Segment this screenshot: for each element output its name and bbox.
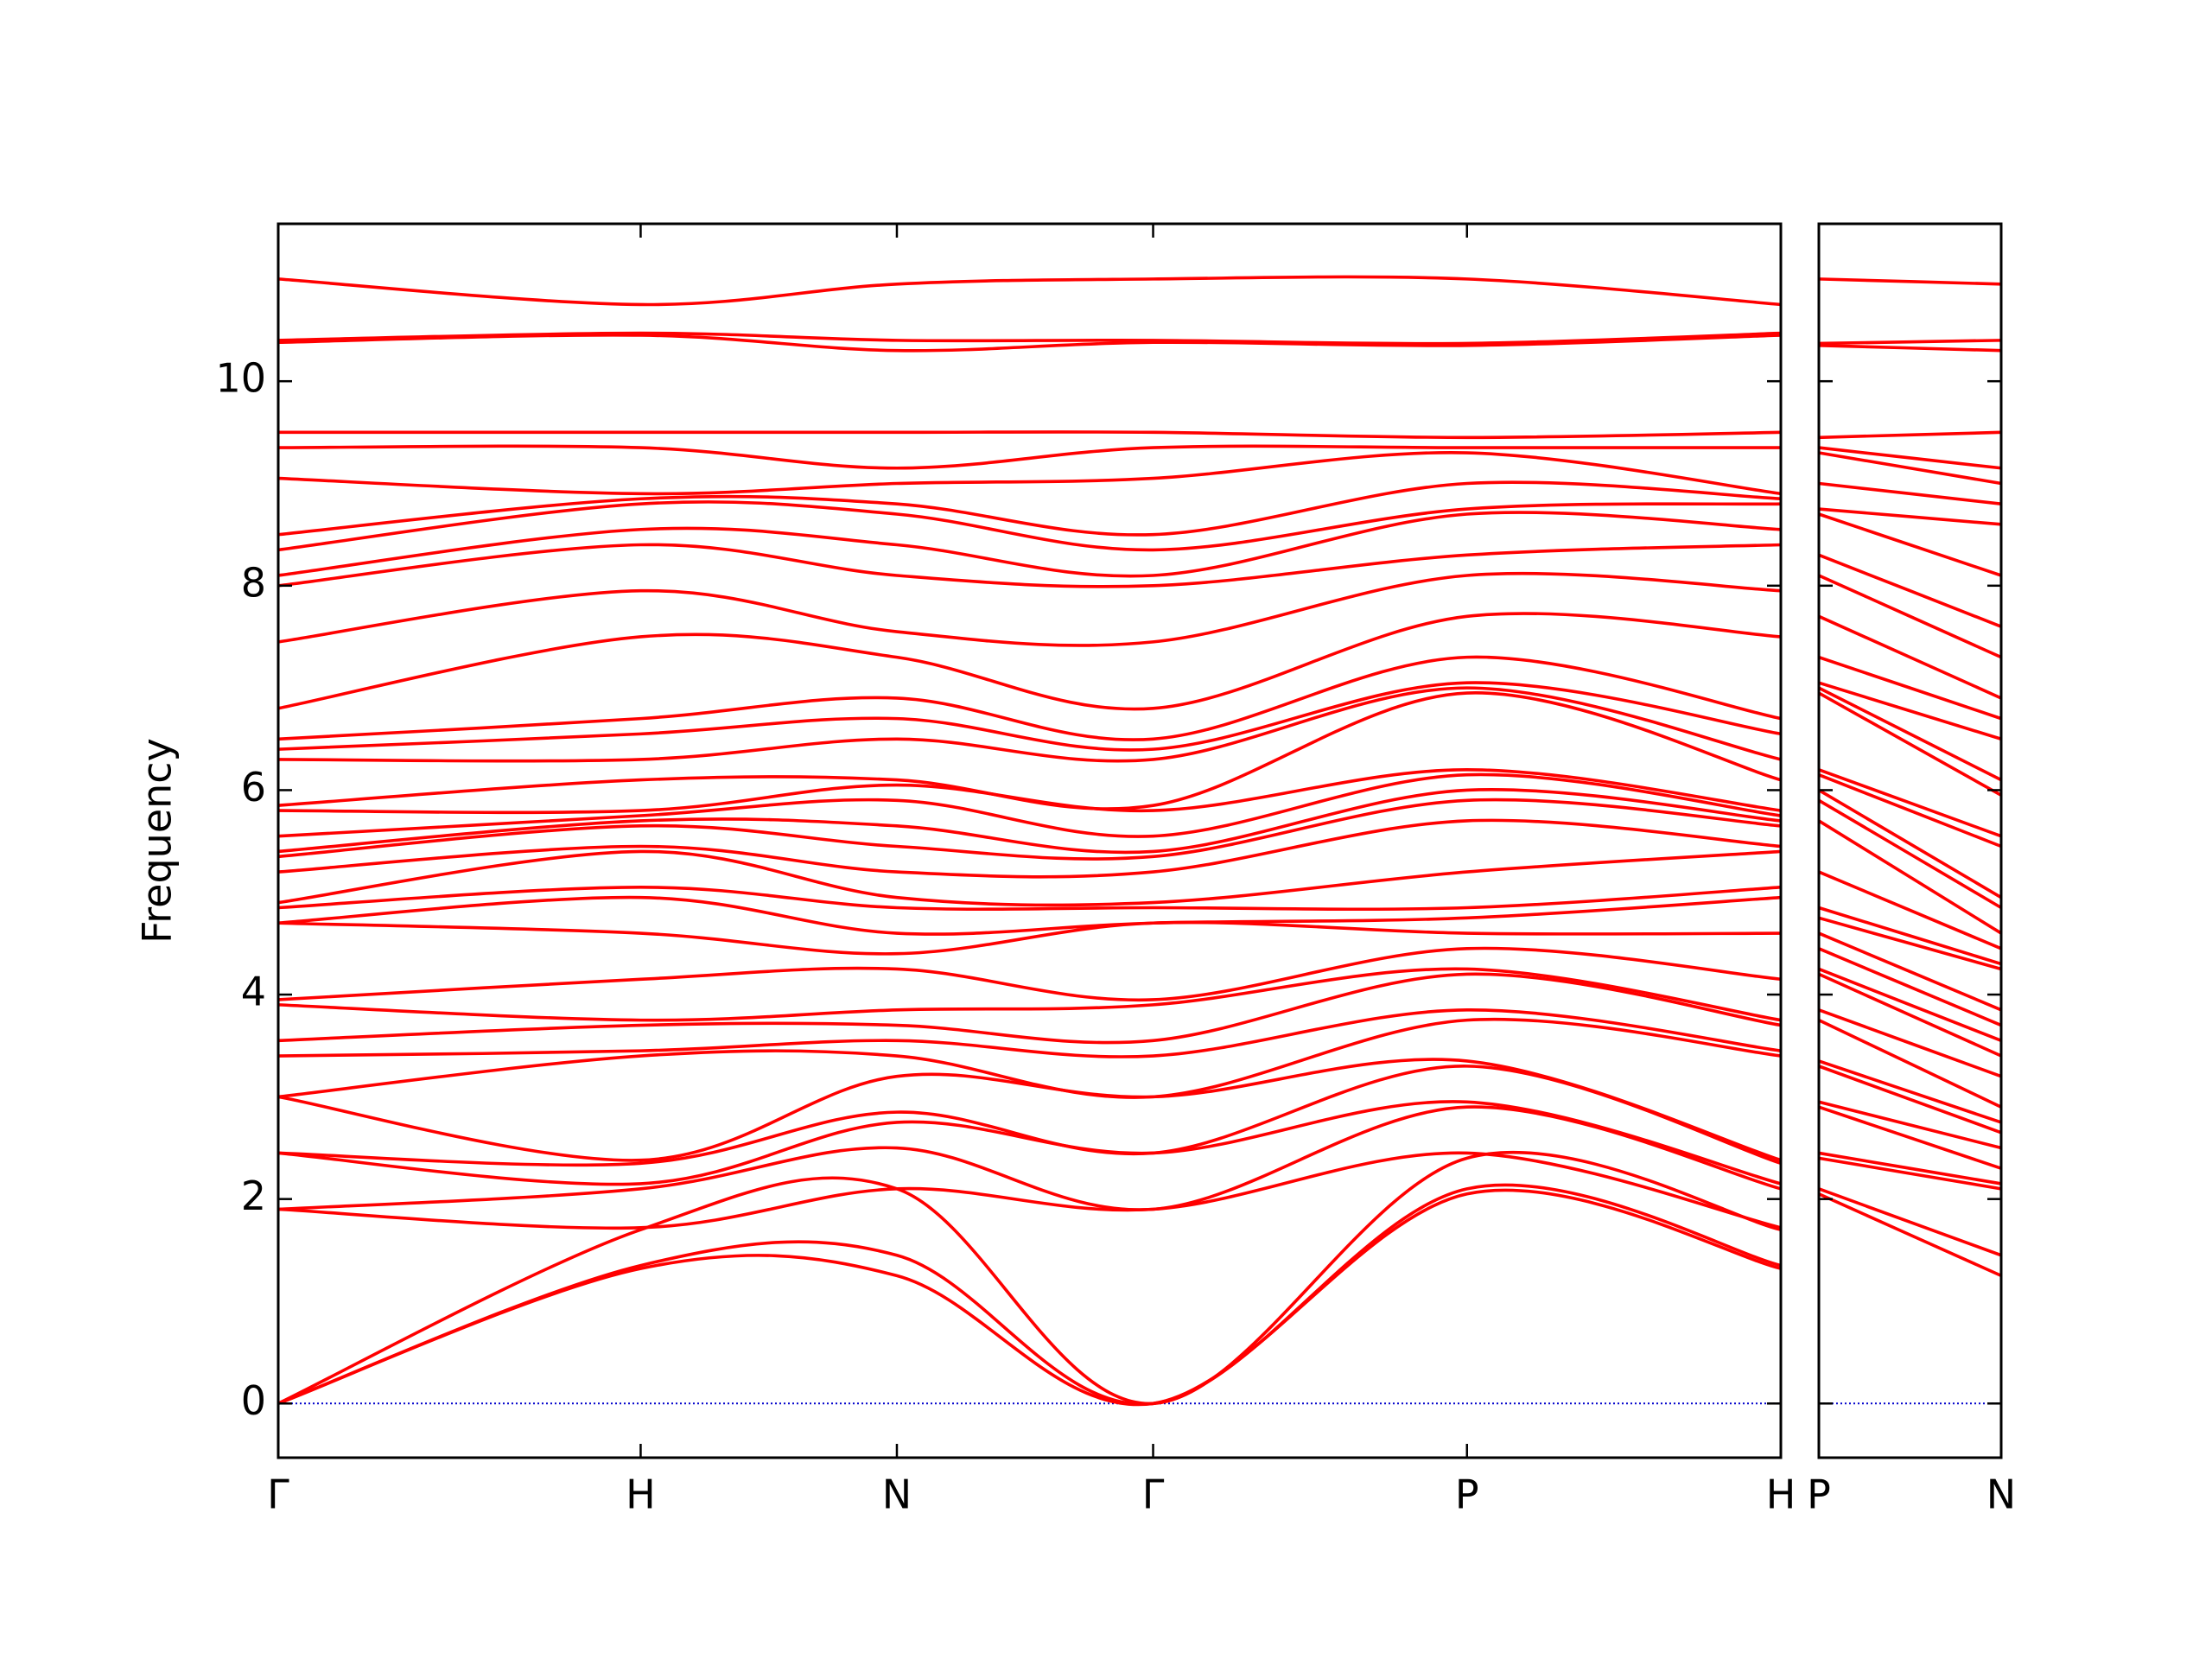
y-tick-label: 6 <box>241 764 266 810</box>
y-tick-label: 2 <box>241 1173 266 1219</box>
y-tick-label: 0 <box>241 1377 266 1424</box>
band-line <box>277 275 1782 307</box>
band-line <box>277 849 1782 907</box>
band-line <box>277 511 1782 578</box>
band-line <box>1818 1105 2002 1170</box>
band-line <box>1818 1187 2002 1257</box>
x-tick-label: Γ <box>267 1471 289 1518</box>
band-line <box>277 1007 1782 1058</box>
band-line <box>1818 906 2002 966</box>
band-line <box>1818 343 2002 353</box>
band-line <box>1818 614 2002 700</box>
band-line <box>277 655 1782 741</box>
band-line <box>1818 1059 2002 1124</box>
band-line <box>1818 1019 2002 1109</box>
band-line <box>277 920 1782 956</box>
band-line <box>277 450 1782 496</box>
plot-frame <box>276 222 1783 1459</box>
band-line <box>277 681 1782 752</box>
band-line <box>1818 574 2002 659</box>
band-line <box>1818 947 2002 1027</box>
band-line <box>277 967 1782 1022</box>
band-line <box>277 788 1782 855</box>
x-tick-label: P <box>1807 1471 1831 1518</box>
band-line <box>277 1105 1782 1211</box>
band-line <box>1818 339 2002 346</box>
band-line <box>277 818 1782 879</box>
band-line <box>1818 972 2002 1058</box>
band-line <box>1818 798 2002 910</box>
band-line <box>277 772 1782 838</box>
band-line <box>277 612 1782 711</box>
plot-frame <box>1817 222 2003 1459</box>
band-line <box>1818 507 2002 526</box>
band-line <box>278 430 1782 440</box>
x-tick-label: H <box>626 1471 656 1518</box>
band-line <box>277 1017 1782 1099</box>
band-line <box>1818 819 2002 935</box>
band-line <box>277 886 1782 912</box>
band-line <box>277 1183 1782 1406</box>
band-line <box>1818 773 2002 849</box>
band-line <box>277 691 1782 810</box>
band-line <box>1818 967 2002 1042</box>
band-line <box>1818 1065 2002 1135</box>
band-line <box>277 500 1782 552</box>
y-tick-label: 4 <box>241 969 266 1015</box>
x-tick-label: Γ <box>1142 1471 1165 1518</box>
x-tick-label: N <box>882 1471 912 1518</box>
band-line <box>1818 446 2002 470</box>
band-line <box>277 895 1782 936</box>
band-line <box>1818 916 2002 971</box>
x-tick-label: P <box>1455 1471 1479 1518</box>
x-tick-label: H <box>1766 1471 1796 1518</box>
band-line <box>277 571 1782 647</box>
band-line <box>277 1065 1782 1167</box>
band-line <box>1818 277 2002 286</box>
band-line <box>277 686 1782 763</box>
band-line <box>1818 768 2002 838</box>
band-line <box>1818 1192 2002 1278</box>
band-line <box>1818 788 2002 899</box>
band-line <box>1818 686 2002 782</box>
band-line <box>277 1100 1782 1186</box>
band-line <box>1818 1151 2002 1185</box>
y-tick-label: 10 <box>215 355 266 402</box>
band-line <box>277 1058 1782 1162</box>
band-line <box>277 1188 1782 1407</box>
y-axis-label: Frequency <box>134 738 181 944</box>
band-line <box>1818 553 2002 628</box>
band-line <box>277 1150 1782 1406</box>
band-line <box>277 543 1782 588</box>
band-line <box>1818 512 2002 577</box>
band-line <box>1818 451 2002 486</box>
band-line <box>277 331 1782 346</box>
band-line <box>277 946 1782 1002</box>
band-line <box>277 972 1782 1045</box>
band-line <box>1818 681 2002 741</box>
band-line <box>1818 1100 2002 1150</box>
band-line <box>1818 1156 2002 1191</box>
band-line <box>1818 430 2002 440</box>
y-tick-label: 8 <box>241 559 266 606</box>
band-line <box>277 444 1781 470</box>
band-line <box>1818 481 2002 505</box>
band-line <box>277 798 1782 861</box>
band-line <box>1818 691 2002 797</box>
band-line <box>1818 931 2002 1012</box>
band-line <box>1818 870 2002 950</box>
band-line <box>1818 1008 2002 1078</box>
band-line <box>277 480 1782 537</box>
band-line <box>277 1151 1782 1230</box>
x-tick-label: N <box>1986 1471 2016 1518</box>
band-line <box>1818 655 2002 721</box>
